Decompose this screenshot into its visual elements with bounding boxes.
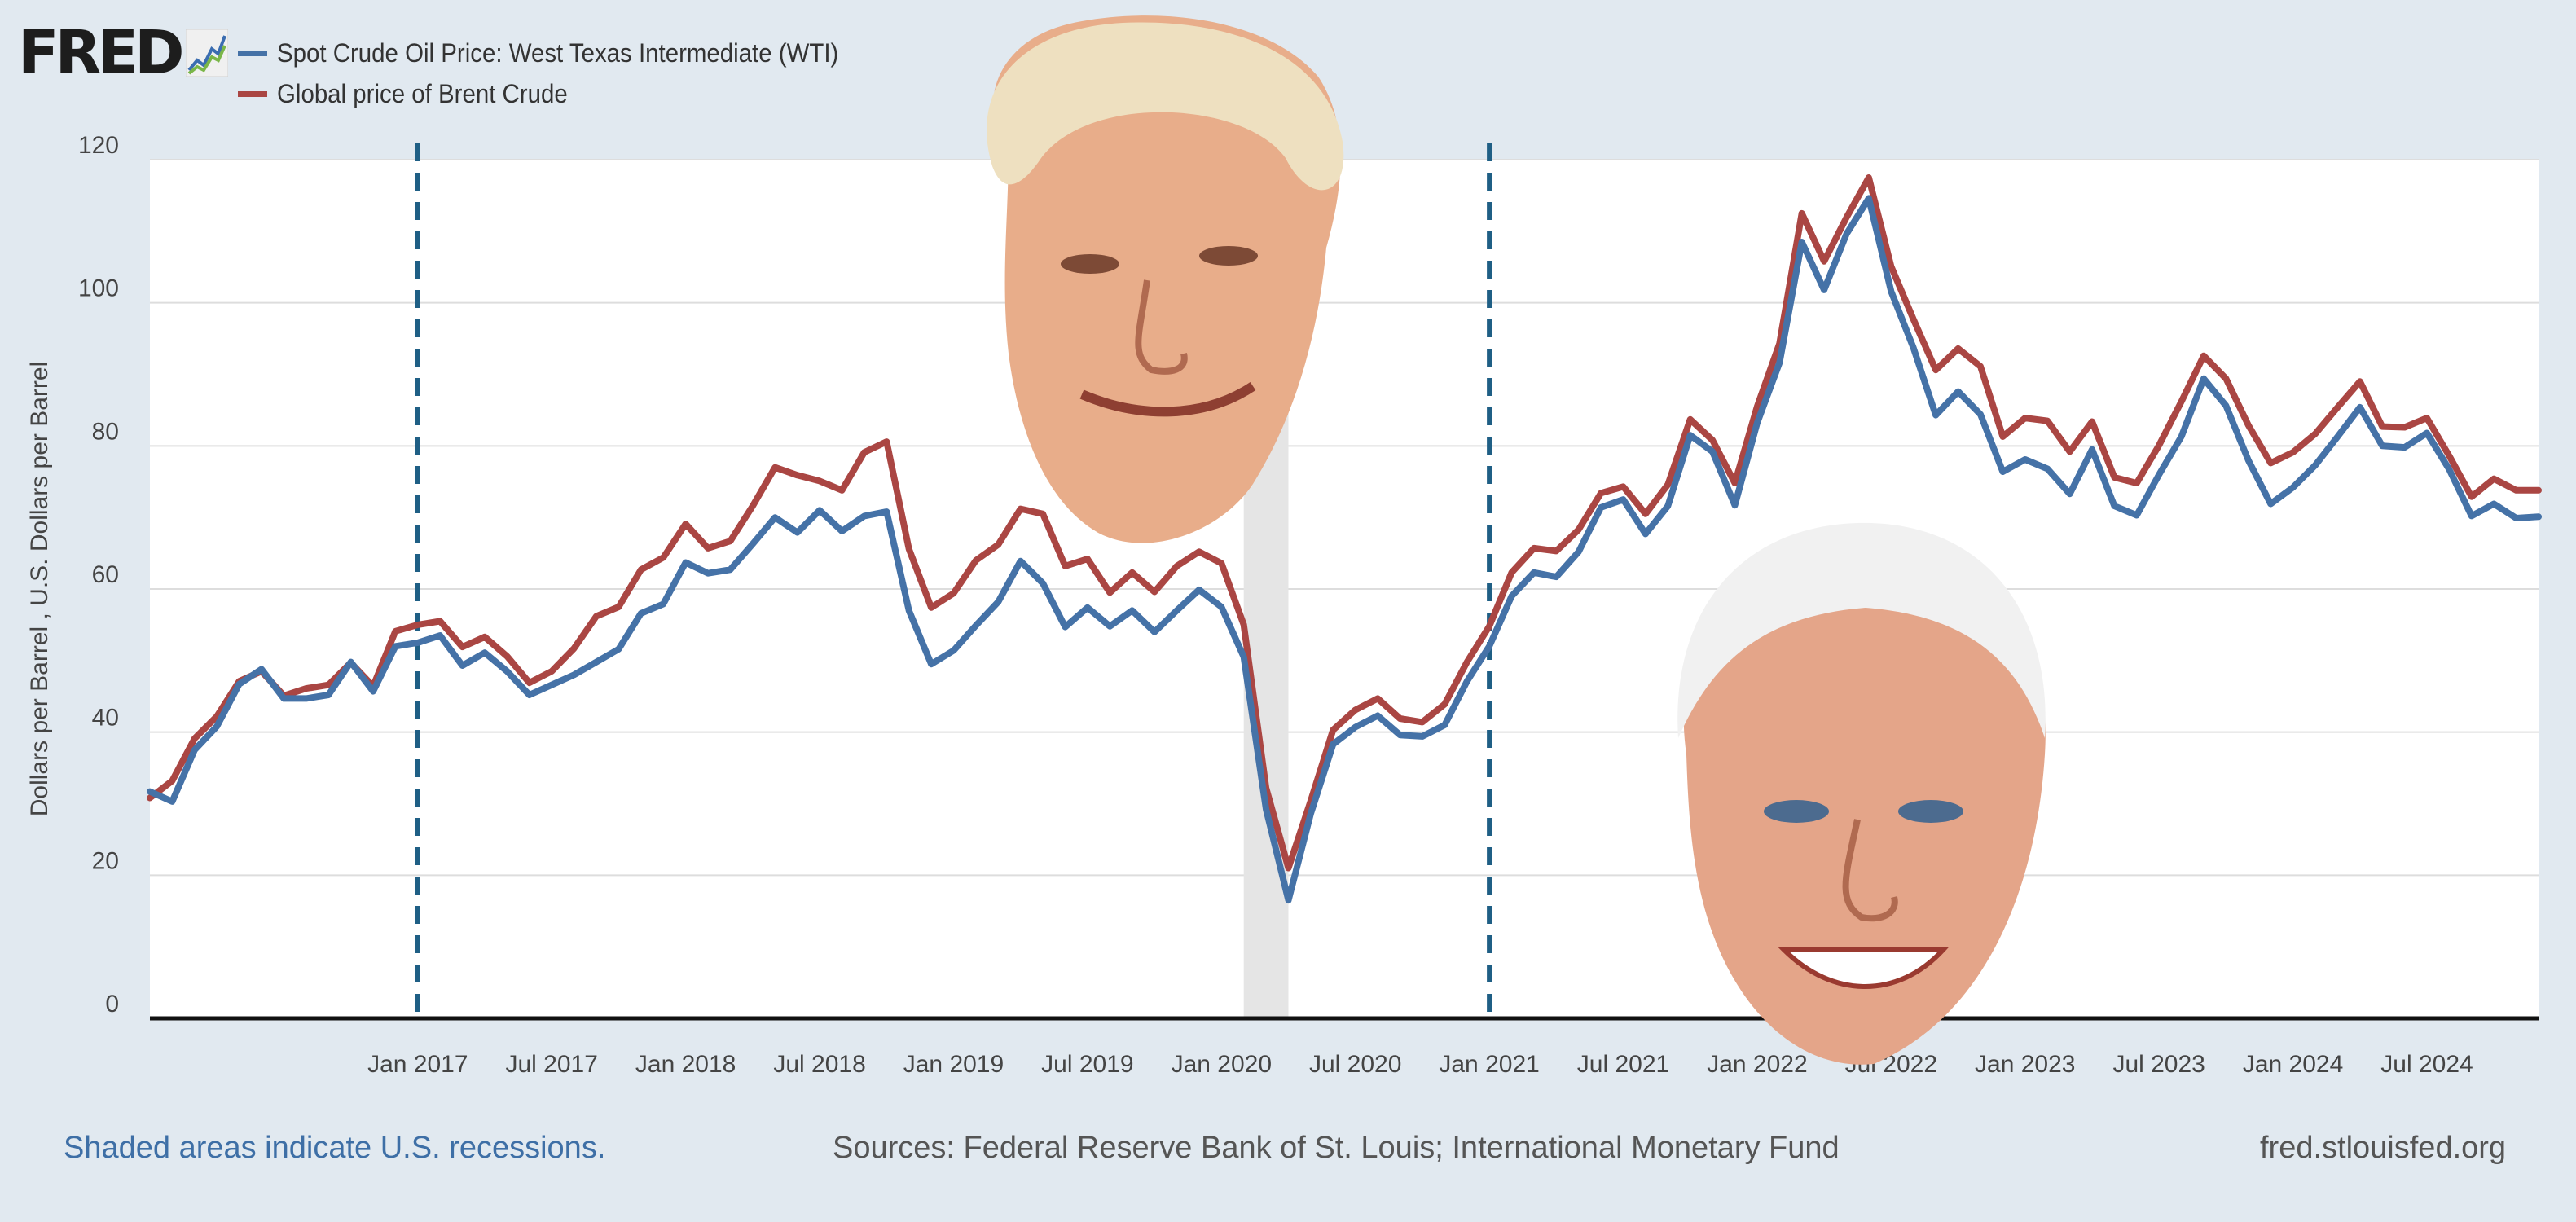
y-tick-label: 20 bbox=[92, 847, 119, 874]
y-axis-label: Dollars per Barrel , U.S. Dollars per Ba… bbox=[26, 362, 53, 817]
fred-chart-icon bbox=[185, 29, 228, 77]
series-lines bbox=[147, 174, 2542, 904]
legend-label-brent: Global price of Brent Crude bbox=[277, 78, 568, 108]
x-tick-label: Jan 2020 bbox=[1172, 1051, 1272, 1078]
recession-note[interactable]: Shaded areas indicate U.S. recessions. bbox=[64, 1131, 606, 1165]
x-tick-label: Jan 2017 bbox=[367, 1051, 468, 1078]
fred-logo[interactable]: FRED bbox=[18, 23, 228, 83]
legend-item-brent[interactable]: Global price of Brent Crude bbox=[238, 73, 887, 114]
series-line-wti bbox=[147, 195, 2542, 904]
x-tick-label: Jan 2018 bbox=[635, 1051, 736, 1078]
fred-logo-text: FRED bbox=[18, 18, 185, 88]
y-tick-label: 40 bbox=[92, 705, 119, 732]
x-tick-label: Jul 2020 bbox=[1309, 1051, 1401, 1078]
legend-item-wti[interactable]: Spot Crude Oil Price: West Texas Interme… bbox=[238, 33, 887, 73]
x-tick-label: Jan 2019 bbox=[903, 1051, 1004, 1078]
chart-legend: Spot Crude Oil Price: West Texas Interme… bbox=[238, 33, 887, 114]
x-tick-label: Jul 2017 bbox=[506, 1051, 598, 1078]
grid-lines bbox=[150, 159, 2539, 877]
x-tick-label: Jan 2024 bbox=[2243, 1051, 2343, 1078]
website-link[interactable]: fred.stlouisfed.org bbox=[2260, 1131, 2507, 1165]
legend-swatch-wti bbox=[238, 50, 267, 56]
x-tick-label: Jul 2018 bbox=[773, 1051, 865, 1078]
series-line-brent bbox=[147, 174, 2542, 872]
y-tick-label: 0 bbox=[105, 991, 119, 1018]
x-tick-label: Jan 2021 bbox=[1439, 1051, 1539, 1078]
y-tick-labels: 0 20 40 60 80 100 120 bbox=[78, 132, 119, 1018]
x-tick-label: Jan 2023 bbox=[1975, 1051, 2075, 1078]
y-tick-label: 80 bbox=[92, 418, 119, 445]
x-tick-label: Jul 2021 bbox=[1577, 1051, 1669, 1078]
x-tick-labels: Jan 2017 Jul 2017 Jan 2018 Jul 2018 Jan 2019… bbox=[367, 1051, 2473, 1078]
x-tick-label: Jul 2019 bbox=[1041, 1051, 1133, 1078]
y-tick-label: 100 bbox=[78, 275, 119, 302]
sources-note: Sources: Federal Reserve Bank of St. Lou… bbox=[833, 1131, 1840, 1165]
x-tick-label: Jul 2023 bbox=[2112, 1051, 2205, 1078]
x-tick-label: Jul 2024 bbox=[2380, 1051, 2473, 1078]
y-tick-label: 60 bbox=[92, 561, 119, 588]
y-tick-label: 120 bbox=[78, 132, 119, 159]
legend-swatch-brent bbox=[238, 90, 267, 97]
x-tick-label: Jan 2022 bbox=[1707, 1051, 1807, 1078]
trump-face-cutout bbox=[987, 15, 1344, 543]
biden-face-cutout bbox=[1677, 522, 2046, 1065]
legend-label-wti: Spot Crude Oil Price: West Texas Interme… bbox=[277, 37, 839, 68]
